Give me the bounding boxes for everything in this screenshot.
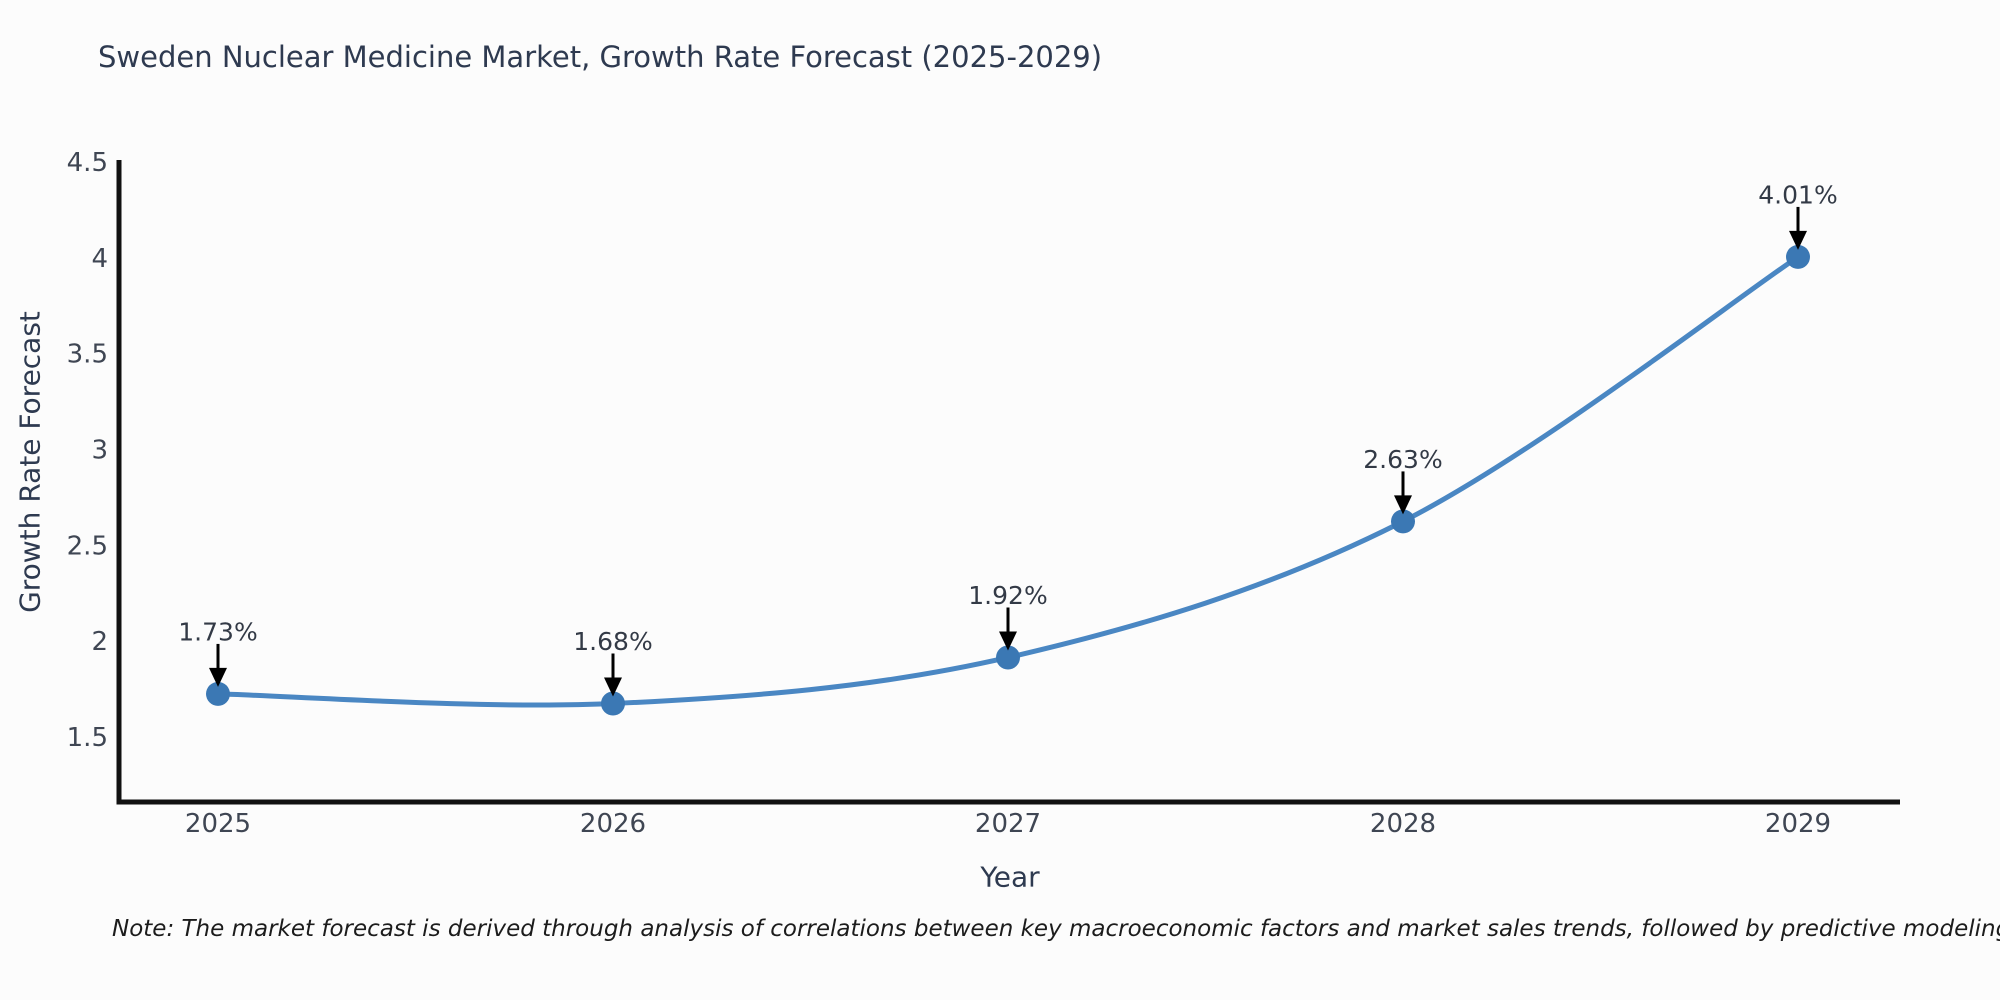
chart-title: Sweden Nuclear Medicine Market, Growth R… — [98, 40, 1103, 74]
data-point-marker — [601, 691, 625, 716]
y-tick-label: 3 — [91, 435, 108, 465]
y-tick-label: 3.5 — [67, 340, 108, 370]
x-tick-label: 2028 — [1370, 809, 1436, 839]
data-point-marker — [1786, 244, 1810, 269]
data-point-label: 2.63% — [1363, 445, 1442, 474]
x-tick-label: 2025 — [185, 809, 251, 839]
y-tick-label: 1.5 — [67, 723, 108, 753]
data-point-marker — [1391, 509, 1415, 534]
data-point-label: 1.73% — [178, 617, 257, 646]
annotation-arrow-head-icon — [999, 631, 1017, 651]
y-tick-label: 2.5 — [67, 531, 108, 561]
y-tick-label: 4 — [91, 244, 108, 274]
x-tick-label: 2029 — [1765, 809, 1831, 839]
y-tick-label: 2 — [91, 627, 108, 657]
annotation-arrow-head-icon — [1394, 495, 1412, 515]
annotation-arrow-head-icon — [1789, 230, 1807, 250]
x-tick-label: 2027 — [975, 809, 1041, 839]
data-point-label: 4.01% — [1758, 180, 1837, 209]
annotation-arrow-head-icon — [209, 667, 227, 687]
footnote: Note: The market forecast is derived thr… — [112, 916, 2000, 942]
data-point-marker — [206, 681, 230, 706]
data-point-marker — [996, 645, 1020, 670]
data-point-label: 1.92% — [968, 581, 1047, 610]
data-point-label: 1.68% — [573, 627, 652, 656]
y-tick-label: 4.5 — [67, 148, 108, 178]
x-axis-title: Year — [980, 860, 1040, 894]
annotation-arrow-head-icon — [604, 677, 622, 697]
x-tick-label: 2026 — [580, 809, 646, 839]
